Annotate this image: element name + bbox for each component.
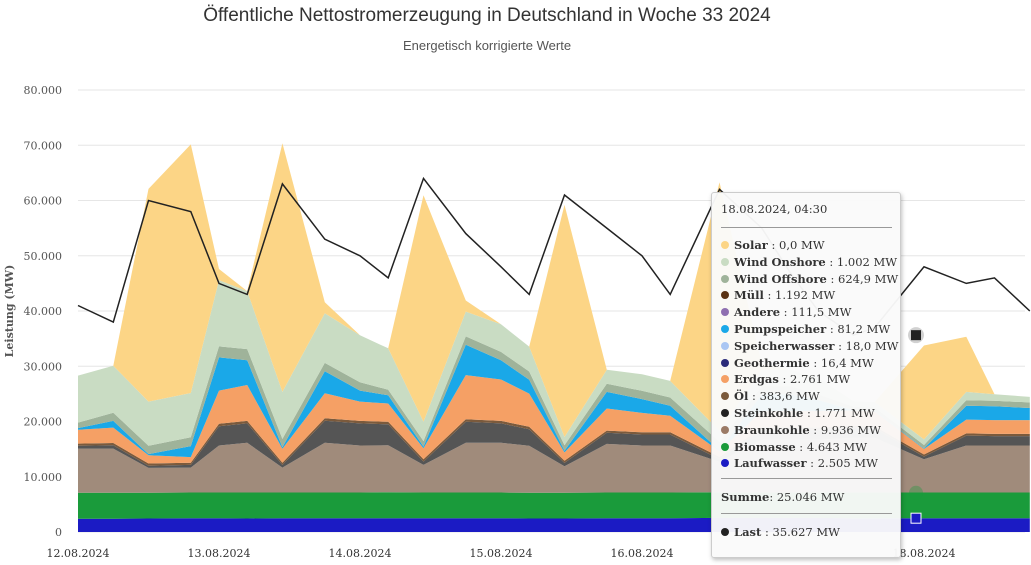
y-axis-ticks: 0 10.000 20.000 30.000 40.000 50.000 60.000 70.… — [24, 84, 63, 539]
x-tick-label: 14.08.2024 — [329, 547, 392, 560]
tooltip-row: Erdgas : 2.761 MW — [721, 371, 892, 388]
tooltip-series-name: Solar — [734, 238, 768, 252]
tooltip-series-name: Wind Offshore — [734, 271, 827, 286]
tooltip-sum: Summe: 25.046 MW — [721, 488, 892, 507]
tooltip-row: Wind Offshore : 624,9 MW — [721, 271, 898, 288]
y-tick-label: 60.000 — [24, 195, 63, 208]
y-tick-label: 80.000 — [24, 84, 63, 97]
tooltip-series-dot — [721, 408, 729, 417]
tooltip-series-value: : 624,9 MW — [826, 271, 899, 286]
y-tick-label: 10.000 — [24, 471, 63, 484]
tooltip-series-name: Wind Onshore — [734, 254, 826, 269]
area-pumpspeicher[interactable] — [78, 344, 1030, 458]
tooltip-series-value: : 81,2 MW — [826, 321, 891, 336]
biomasse-marker — [909, 485, 923, 500]
tooltip-last-dot — [721, 528, 729, 537]
tooltip-series-value: : 9.936 MW — [809, 422, 881, 437]
tooltip-last-label: Last — [734, 525, 762, 540]
chart-title: Öffentliche Nettostromerzeugung in Deuts… — [203, 5, 771, 26]
tooltip-series-dot — [721, 442, 729, 451]
tooltip-row: Pumpspeicher : 81,2 MW — [721, 321, 892, 338]
y-tick-label: 0 — [55, 526, 62, 539]
y-tick-label: 40.000 — [24, 305, 63, 318]
tooltip-series-value: : 111,5 MW — [780, 305, 852, 320]
tooltip-series-value: : 1.002 MW — [825, 254, 898, 269]
tooltip-series-name: Müll — [734, 288, 764, 303]
tooltip-series-name: Andere — [734, 305, 781, 320]
tooltip-divider — [721, 478, 892, 480]
tooltip-sum-label: Summe — [721, 490, 770, 505]
tooltip-series-name: Geothermie — [734, 355, 810, 370]
tooltip-row: Steinkohle : 1.771 MW — [721, 405, 892, 422]
tooltip-series-dot — [721, 392, 729, 401]
tooltip-series-dot — [721, 291, 729, 300]
tooltip-series-name: Öl — [734, 389, 749, 404]
tooltip-row: Geothermie : 16,4 MW — [721, 355, 892, 372]
tooltip-last-value: : 35.627 MW — [764, 525, 841, 540]
tooltip-series-dot — [721, 375, 729, 384]
tooltip-rows: Solar : 0,0 MW Wind Onshore : 1.002 MW Win… — [721, 237, 899, 472]
tooltip-row: Müll : 1.192 MW — [721, 287, 892, 304]
tooltip-row: Wind Onshore : 1.002 MW — [721, 254, 897, 271]
tooltip-row: Biomasse : 4.643 MW — [721, 439, 892, 456]
tooltip-series-name: Biomasse — [734, 439, 796, 454]
x-tick-label: 15.08.2024 — [470, 547, 533, 560]
y-tick-label: 30.000 — [24, 360, 63, 373]
x-tick-label: 12.08.2024 — [47, 547, 110, 560]
tooltip-series-name: Speicherwasser — [734, 338, 835, 353]
tooltip-series-dot — [721, 241, 729, 249]
tooltip-row: Speicherwasser : 18,0 MW — [721, 338, 899, 355]
tooltip: 18.08.2024, 04:30 Solar : 0,0 MW Wind Ons… — [711, 192, 901, 558]
area-wind-onshore[interactable] — [78, 280, 1030, 446]
tooltip-series-value: : 0,0 MW — [767, 238, 825, 252]
tooltip-last: Last : 35.627 MW — [721, 523, 892, 542]
tooltip-divider — [721, 513, 892, 515]
tooltip-series-dot — [721, 257, 729, 266]
area-solar[interactable] — [78, 143, 1030, 440]
y-axis-label: Leistung (MW) — [3, 265, 16, 358]
tooltip-series-dot — [721, 358, 729, 367]
tooltip-series-name: Steinkohle — [734, 405, 804, 420]
tooltip-series-value: : 1.192 MW — [763, 288, 836, 303]
tooltip-row: Laufwasser : 2.505 MW — [721, 455, 892, 472]
tooltip-series-dot — [721, 324, 729, 333]
x-axis-ticks: 12.08.2024 13.08.2024 14.08.2024 15.08.2024… — [47, 547, 956, 560]
tooltip-series-name: Pumpspeicher — [734, 321, 827, 336]
y-tick-label: 50.000 — [24, 250, 63, 263]
tooltip-series-dot — [721, 425, 729, 434]
x-tick-label: 16.08.2024 — [611, 547, 674, 560]
chart-subtitle: Energetisch korrigierte Werte — [402, 38, 572, 53]
hover-markers — [908, 327, 924, 524]
y-tick-label: 70.000 — [24, 139, 63, 152]
tooltip-row: Andere : 111,5 MW — [721, 304, 892, 321]
tooltip-series-value: : 1.771 MW — [803, 405, 875, 420]
last-marker — [911, 330, 921, 341]
area-wind-offshore[interactable] — [78, 336, 1030, 455]
tooltip-row: Solar : 0,0 MW — [721, 237, 892, 254]
y-tick-label: 20.000 — [24, 416, 63, 429]
tooltip-series-name: Laufwasser — [734, 456, 807, 471]
x-tick-label: 18.08.2024 — [893, 547, 956, 560]
tooltip-series-dot — [721, 274, 729, 283]
tooltip-sum-value: : 25.046 MW — [769, 490, 845, 505]
tooltip-series-value: : 18,0 MW — [834, 338, 899, 353]
tooltip-title: 18.08.2024, 04:30 — [721, 202, 828, 216]
tooltip-divider — [721, 227, 892, 228]
tooltip-series-value: : 2.505 MW — [806, 456, 878, 471]
tooltip-series-value: : 16,4 MW — [809, 355, 874, 370]
tooltip-row: Öl : 383,6 MW — [721, 388, 892, 405]
tooltip-series-value: : 2.761 MW — [778, 372, 851, 387]
tooltip-series-value: : 383,6 MW — [748, 389, 820, 404]
tooltip-row: Braunkohle : 9.936 MW — [721, 422, 892, 439]
tooltip-series-dot — [721, 459, 729, 468]
tooltip-series-dot — [721, 341, 729, 350]
tooltip-series-name: Braunkohle — [734, 422, 810, 437]
tooltip-series-dot — [721, 308, 729, 317]
tooltip-series-value: : 4.643 MW — [795, 439, 868, 454]
tooltip-series-name: Erdgas — [734, 372, 779, 387]
x-tick-label: 13.08.2024 — [188, 547, 251, 560]
laufwasser-marker — [910, 512, 922, 524]
